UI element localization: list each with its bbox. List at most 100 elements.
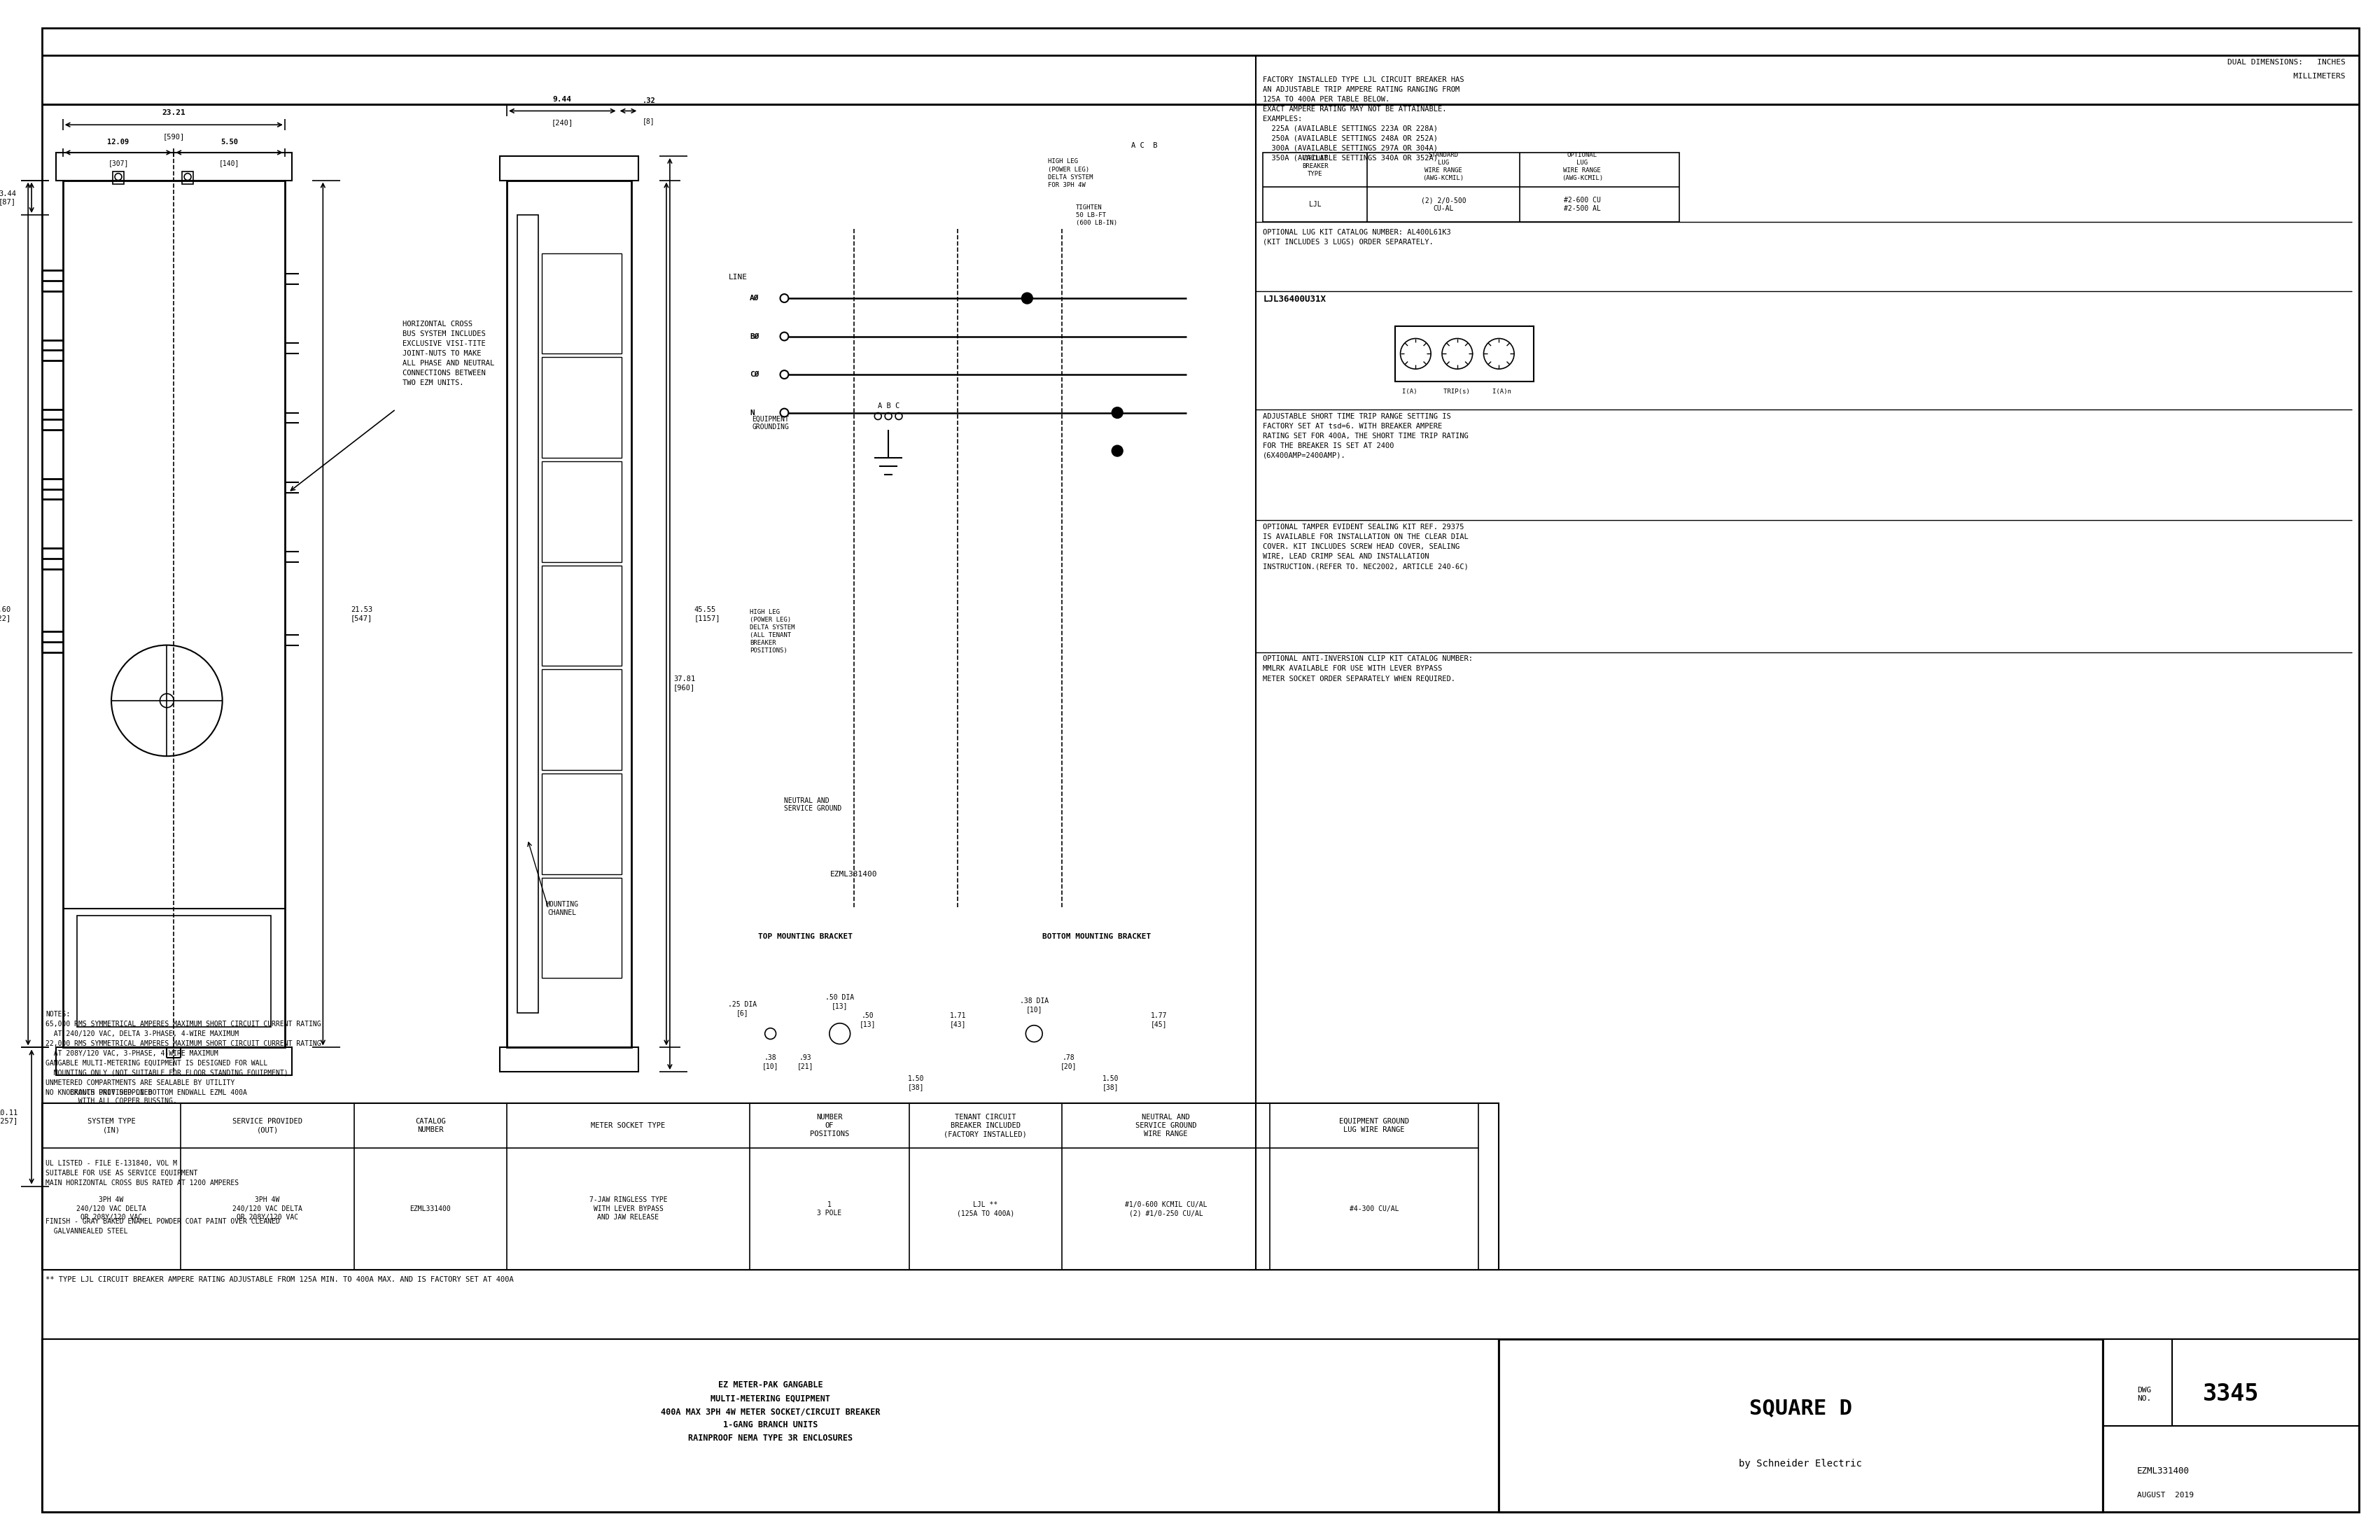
Bar <box>43 1103 1499 1269</box>
Text: NUMBER
OF
POSITIONS: NUMBER OF POSITIONS <box>809 1113 850 1138</box>
Text: ADJUSTABLE SHORT TIME TRIP RANGE SETTING IS
FACTORY SET AT tsd=6. WITH BREAKER A: ADJUSTABLE SHORT TIME TRIP RANGE SETTING… <box>1264 413 1468 459</box>
Bar <box>500 156 638 180</box>
Text: 3PH 4W
240/120 VAC DELTA
OR 208Y/120 VAC: 3PH 4W 240/120 VAC DELTA OR 208Y/120 VAC <box>76 1197 145 1221</box>
Text: [307]: [307] <box>107 160 129 166</box>
Text: 1
3 POLE: 1 3 POLE <box>816 1201 843 1217</box>
Text: [590]: [590] <box>162 132 186 140</box>
Text: 3.44
[87]: 3.44 [87] <box>0 189 17 205</box>
Circle shape <box>1021 293 1033 303</box>
Text: SQUARE D: SQUARE D <box>1749 1398 1852 1418</box>
Bar <box>76 916 271 1027</box>
Bar <box>55 1047 293 1075</box>
Text: EQUIPMENT
GROUNDING: EQUIPMENT GROUNDING <box>752 416 788 431</box>
Bar <box>543 565 621 665</box>
Text: TOP MOUNTING BRACKET: TOP MOUNTING BRACKET <box>757 933 852 939</box>
Text: 7-JAW RINGLESS TYPE
WITH LEVER BYPASS
AND JAW RELEASE: 7-JAW RINGLESS TYPE WITH LEVER BYPASS AN… <box>590 1197 666 1221</box>
Text: 12.09: 12.09 <box>107 139 129 146</box>
Text: BRANCH UNIT SUPPLIED
  WITH ALL COPPER BUSSING.: BRANCH UNIT SUPPLIED WITH ALL COPPER BUS… <box>69 1089 176 1104</box>
Text: FINISH - GRAY BAKED ENAMEL POWDER COAT PAINT OVER CLEANED
  GALVANNEALED STEEL: FINISH - GRAY BAKED ENAMEL POWDER COAT P… <box>45 1218 281 1235</box>
Text: LJL: LJL <box>1309 202 1321 208</box>
Text: TIGHTEN
50 LB-FT
(600 LB-IN): TIGHTEN 50 LB-FT (600 LB-IN) <box>1076 205 1116 226</box>
Text: EZML331400: EZML331400 <box>831 870 878 878</box>
Bar <box>2102 1338 2359 1512</box>
Bar <box>543 670 621 770</box>
Text: HIGH LEG
(POWER LEG)
DELTA SYSTEM
FOR 3PH 4W: HIGH LEG (POWER LEG) DELTA SYSTEM FOR 3P… <box>1047 159 1092 188</box>
Text: MOUNTING
CHANNEL: MOUNTING CHANNEL <box>545 901 578 916</box>
Text: 21.53
[547]: 21.53 [547] <box>350 607 374 622</box>
Text: 1.77
[45]: 1.77 [45] <box>1150 1012 1166 1027</box>
Text: OPTIONAL LUG KIT CATALOG NUMBER: AL400L61K3
(KIT INCLUDES 3 LUGS) ORDER SEPARATE: OPTIONAL LUG KIT CATALOG NUMBER: AL400L6… <box>1264 229 1452 246</box>
Text: (2) 2/0-500
CU-AL: (2) 2/0-500 CU-AL <box>1421 197 1466 213</box>
Text: NEUTRAL AND
SERVICE GROUND
WIRE RANGE: NEUTRAL AND SERVICE GROUND WIRE RANGE <box>1135 1113 1197 1138</box>
Text: [140]: [140] <box>219 160 240 166</box>
Text: A B C: A B C <box>878 402 900 410</box>
Text: UL LISTED - FILE E-131840, VOL M
SUITABLE FOR USE AS SERVICE EQUIPMENT
MAIN HORI: UL LISTED - FILE E-131840, VOL M SUITABL… <box>45 1160 238 1186</box>
Text: BØ: BØ <box>750 333 759 340</box>
Bar <box>543 253 621 354</box>
Bar <box>55 152 293 180</box>
Text: SYSTEM TYPE
(IN): SYSTEM TYPE (IN) <box>88 1118 136 1133</box>
Text: TENANT CIRCUIT
BREAKER INCLUDED
(FACTORY INSTALLED): TENANT CIRCUIT BREAKER INCLUDED (FACTORY… <box>945 1113 1028 1138</box>
Text: HIGH LEG
(POWER LEG)
DELTA SYSTEM
(ALL TENANT
BREAKER
POSITIONS): HIGH LEG (POWER LEG) DELTA SYSTEM (ALL T… <box>750 608 795 654</box>
Text: 45.55
[1157]: 45.55 [1157] <box>695 607 721 622</box>
Bar <box>507 180 631 1047</box>
Bar <box>543 462 621 562</box>
Text: EZML331400: EZML331400 <box>409 1206 452 1212</box>
Bar <box>1395 326 1533 382</box>
Text: #1/0-600 KCMIL CU/AL
(2) #1/0-250 CU/AL: #1/0-600 KCMIL CU/AL (2) #1/0-250 CU/AL <box>1126 1201 1207 1217</box>
Text: by Schneider Electric: by Schneider Electric <box>1740 1458 1861 1469</box>
Text: .32: .32 <box>643 97 654 105</box>
Text: 3345: 3345 <box>2202 1383 2259 1406</box>
Bar <box>543 773 621 875</box>
Circle shape <box>1111 445 1123 456</box>
Text: .38
[10]: .38 [10] <box>762 1055 778 1070</box>
Text: .25 DIA
[6]: .25 DIA [6] <box>728 1001 757 1016</box>
Text: 9.44: 9.44 <box>552 95 571 103</box>
Text: 1.50
[38]: 1.50 [38] <box>1102 1075 1119 1090</box>
Text: EZ METER-PAK GANGABLE
MULTI-METERING EQUIPMENT
400A MAX 3PH 4W METER SOCKET/CIRC: EZ METER-PAK GANGABLE MULTI-METERING EQU… <box>662 1380 881 1443</box>
Bar <box>183 171 193 183</box>
Bar <box>1264 152 1680 222</box>
Text: STANDARD
LUG
WIRE RANGE
(AWG-KCMIL): STANDARD LUG WIRE RANGE (AWG-KCMIL) <box>1423 151 1464 182</box>
Text: DUAL DIMENSIONS:   INCHES: DUAL DIMENSIONS: INCHES <box>2228 59 2344 66</box>
Text: .93
[21]: .93 [21] <box>797 1055 814 1070</box>
Text: N: N <box>750 410 754 416</box>
Text: AØ: AØ <box>750 294 759 302</box>
Text: DWG
NO.: DWG NO. <box>2137 1388 2152 1401</box>
Text: .50 DIA
[13]: .50 DIA [13] <box>826 995 854 1009</box>
Circle shape <box>1111 407 1123 419</box>
Bar <box>1499 1338 2102 1512</box>
Text: #4-300 CU/AL: #4-300 CU/AL <box>1349 1206 1399 1212</box>
Text: 1.50
[38]: 1.50 [38] <box>907 1075 923 1090</box>
Text: CIRCUIT
BREAKER
TYPE: CIRCUIT BREAKER TYPE <box>1302 156 1328 177</box>
Text: BOTTOM MOUNTING BRACKET: BOTTOM MOUNTING BRACKET <box>1042 933 1152 939</box>
Bar <box>516 216 538 1013</box>
Text: MILLIMETERS: MILLIMETERS <box>2204 72 2344 80</box>
Text: [240]: [240] <box>552 119 574 126</box>
Text: .78
[20]: .78 [20] <box>1061 1055 1078 1070</box>
Bar <box>1499 1338 2102 1512</box>
Text: A C  B: A C B <box>1130 142 1157 149</box>
Text: 23.21: 23.21 <box>162 109 186 117</box>
Text: NEUTRAL AND
SERVICE GROUND: NEUTRAL AND SERVICE GROUND <box>785 798 843 812</box>
Text: 10.11
[257]: 10.11 [257] <box>0 1109 19 1124</box>
Bar <box>112 171 124 183</box>
Text: [8]: [8] <box>643 119 654 125</box>
Text: SERVICE PROVIDED
(OUT): SERVICE PROVIDED (OUT) <box>233 1118 302 1133</box>
Text: I(A)       TRIP(s)      I(A)n: I(A) TRIP(s) I(A)n <box>1402 388 1511 396</box>
Text: LINE: LINE <box>728 274 747 280</box>
Text: AUGUST  2019: AUGUST 2019 <box>2137 1492 2194 1498</box>
Text: EQUIPMENT GROUND
LUG WIRE RANGE: EQUIPMENT GROUND LUG WIRE RANGE <box>1340 1118 1409 1133</box>
Text: OPTIONAL ANTI-INVERSION CLIP KIT CATALOG NUMBER:
MMLRK AVAILABLE FOR USE WITH LE: OPTIONAL ANTI-INVERSION CLIP KIT CATALOG… <box>1264 656 1473 682</box>
Text: EZML331400: EZML331400 <box>2137 1466 2190 1475</box>
Text: NOTES:
65,000 RMS SYMMETRICAL AMPERES MAXIMUM SHORT CIRCUIT CURRENT RATING
  AT : NOTES: 65,000 RMS SYMMETRICAL AMPERES MA… <box>45 1010 321 1096</box>
Text: 1.71
[43]: 1.71 [43] <box>950 1012 966 1027</box>
Text: HORIZONTAL CROSS
BUS SYSTEM INCLUDES
EXCLUSIVE VISI-TITE
JOINT-NUTS TO MAKE
ALL : HORIZONTAL CROSS BUS SYSTEM INCLUDES EXC… <box>402 320 495 387</box>
Text: ** TYPE LJL CIRCUIT BREAKER AMPERE RATING ADJUSTABLE FROM 125A MIN. TO 400A MAX.: ** TYPE LJL CIRCUIT BREAKER AMPERE RATIN… <box>45 1277 514 1283</box>
Text: .38 DIA
[10]: .38 DIA [10] <box>1019 998 1050 1013</box>
Text: 3PH 4W
240/120 VAC DELTA
OR 208Y/120 VAC: 3PH 4W 240/120 VAC DELTA OR 208Y/120 VAC <box>233 1197 302 1221</box>
Text: LJL **
(125A TO 400A): LJL ** (125A TO 400A) <box>957 1201 1014 1217</box>
Text: #2-600 CU
#2-500 AL: #2-600 CU #2-500 AL <box>1564 197 1602 213</box>
Text: OPTIONAL TAMPER EVIDENT SEALING KIT REF. 29375
IS AVAILABLE FOR INSTALLATION ON : OPTIONAL TAMPER EVIDENT SEALING KIT REF.… <box>1264 524 1468 570</box>
Text: METER SOCKET TYPE: METER SOCKET TYPE <box>590 1123 666 1129</box>
